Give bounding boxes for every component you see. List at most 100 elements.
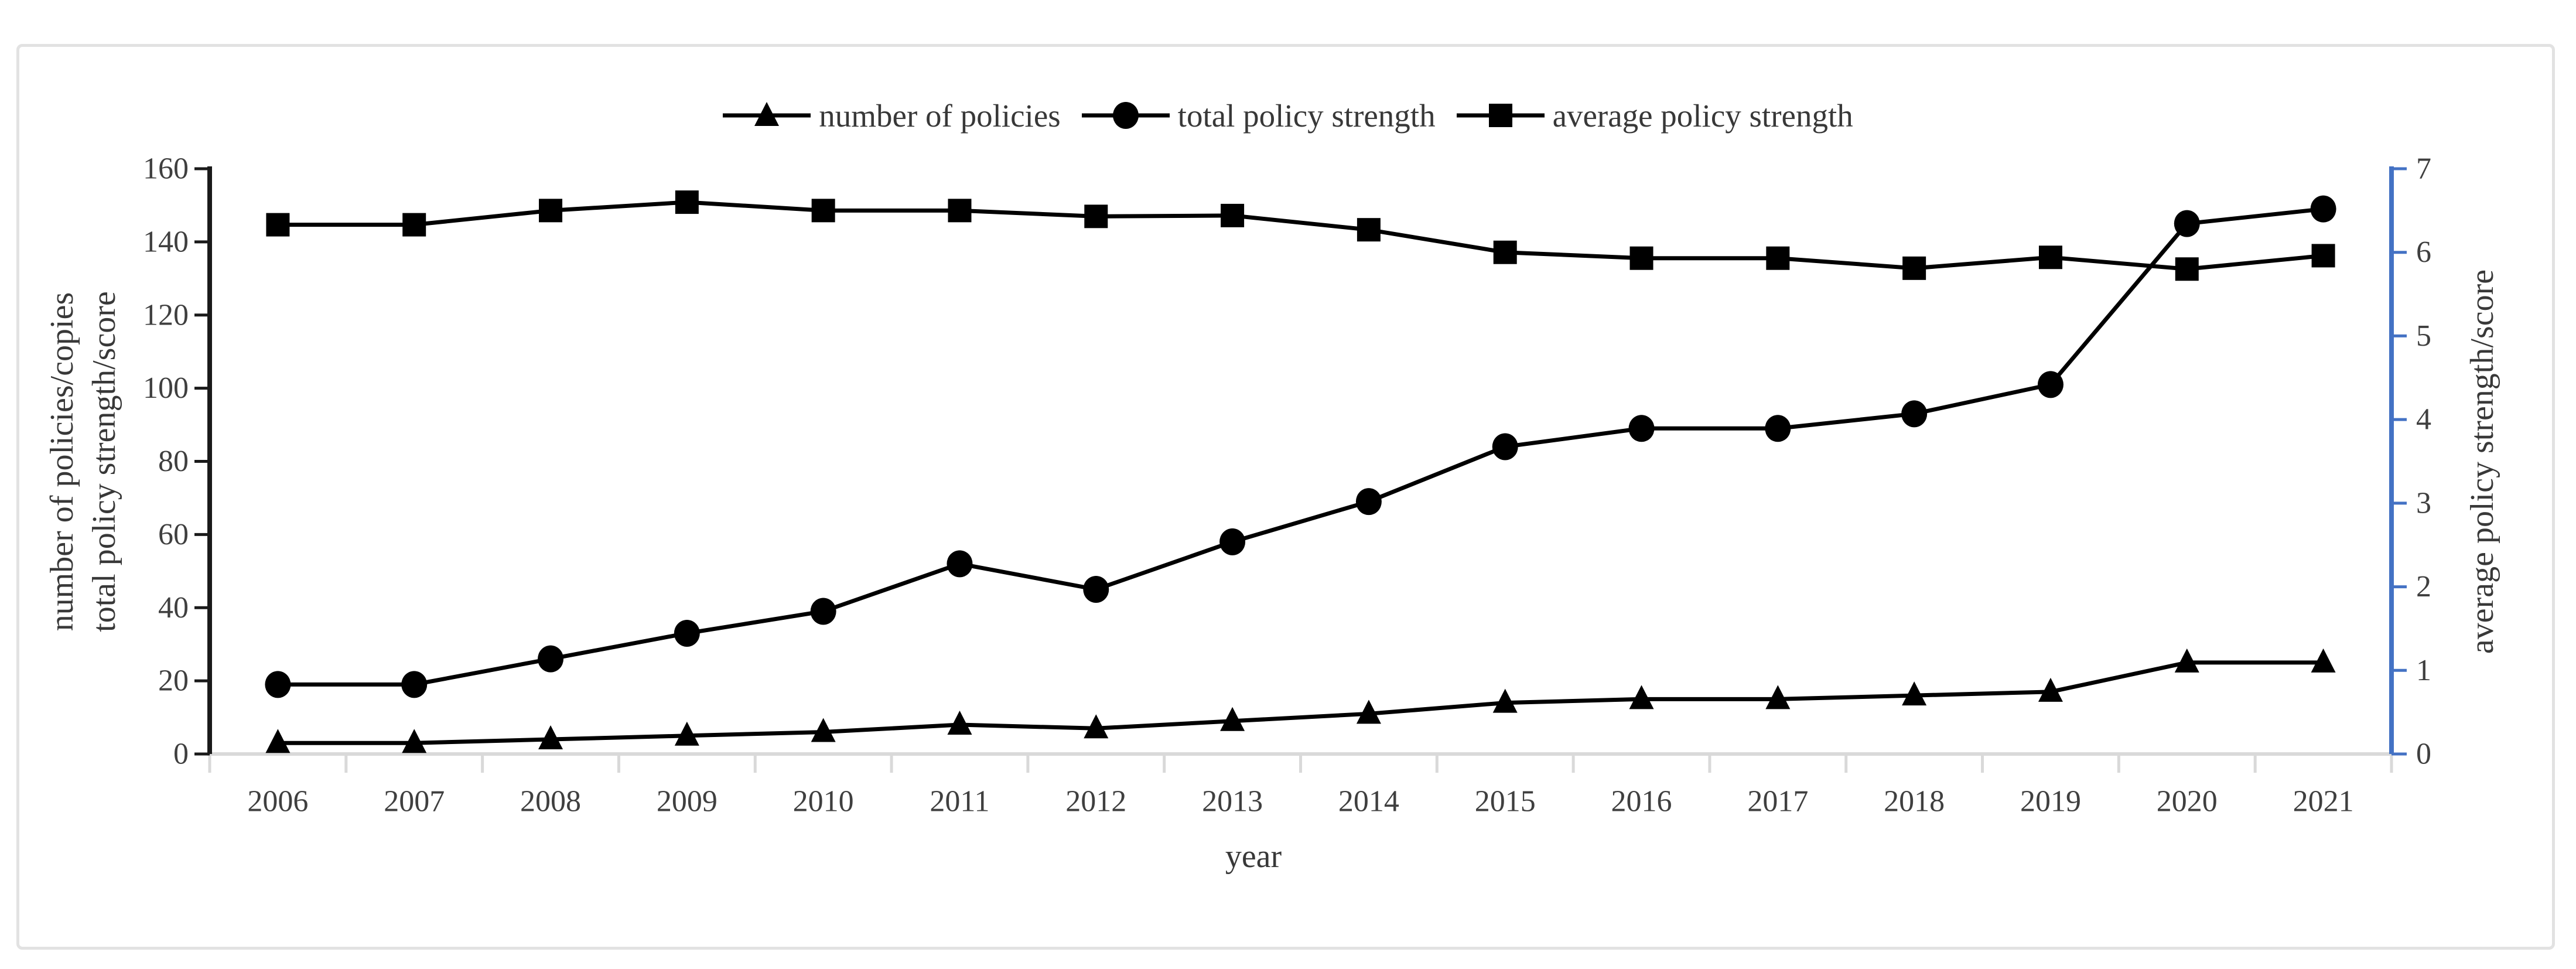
left-axis-tick-label: 60 — [158, 518, 189, 551]
square-marker — [1629, 246, 1653, 270]
triangle-marker — [265, 729, 291, 753]
square-marker-icon — [1456, 104, 1545, 127]
x-axis-year-label: 2016 — [1611, 785, 1672, 818]
triangle-marker — [674, 721, 699, 746]
circle-marker — [401, 671, 428, 698]
right-axis-tick-label: 7 — [2416, 152, 2431, 186]
circle-marker — [2310, 195, 2336, 223]
triangle-marker — [1356, 700, 1381, 724]
right-axis-tick-label: 2 — [2416, 570, 2431, 603]
square-marker — [402, 213, 426, 237]
right-axis-tick-label: 0 — [2416, 738, 2431, 771]
x-axis-year-label: 2010 — [793, 785, 854, 818]
right-axis-title: average policy strength/score — [2464, 269, 2500, 654]
triangle-marker — [1765, 685, 1791, 709]
circle-marker — [1083, 576, 1109, 603]
triangle-marker — [538, 725, 563, 750]
right-axis-tick-label: 4 — [2416, 403, 2431, 436]
x-axis-year-label: 2018 — [1884, 785, 1945, 818]
circle-marker — [1492, 433, 1518, 460]
series-line-square — [278, 200, 2324, 271]
square-marker — [1084, 204, 1108, 228]
circle-marker — [1219, 528, 1246, 555]
legend-label: average policy strength — [1552, 97, 1853, 134]
triangle-marker — [947, 711, 972, 735]
legend-label: total policy strength — [1177, 97, 1436, 134]
triangle-marker — [1220, 707, 1245, 731]
left-axis-tick-label: 40 — [158, 591, 189, 625]
legend-item-average-policy-strength: average policy strength — [1456, 95, 1853, 136]
square-marker — [2038, 245, 2062, 269]
square-marker — [1357, 218, 1381, 242]
left-axis-tick-label: 100 — [143, 371, 189, 405]
x-axis-year-label: 2009 — [657, 785, 718, 818]
x-axis-year-label: 2019 — [2020, 785, 2081, 818]
left-axis-title-line2: total policy strength/score — [86, 291, 122, 632]
square-marker — [811, 199, 835, 223]
triangle-marker-icon — [723, 102, 811, 126]
triangle-marker — [2038, 677, 2063, 702]
triangle-marker — [2174, 648, 2199, 673]
square-marker — [539, 199, 563, 223]
x-axis-year-label: 2015 — [1475, 785, 1536, 818]
circle-marker-icon — [1081, 102, 1170, 129]
left-axis-tick-label: 140 — [143, 225, 189, 258]
circle-marker — [947, 550, 973, 578]
left-axis-tick-label: 80 — [158, 445, 189, 478]
left-axis-tick-label: 0 — [173, 738, 189, 771]
triangle-marker — [811, 718, 836, 742]
circle-marker — [1628, 415, 1655, 442]
circle-marker — [674, 619, 700, 647]
circle-marker — [538, 645, 564, 673]
x-axis-year-label: 2020 — [2157, 785, 2218, 818]
triangle-marker — [402, 729, 427, 753]
legend-label: number of policies — [819, 97, 1061, 134]
triangle-marker — [1492, 688, 1518, 713]
square-marker — [2175, 257, 2199, 281]
right-axis-tick-label: 6 — [2416, 236, 2431, 269]
square-marker — [1221, 203, 1245, 227]
x-axis-year-label: 2007 — [384, 785, 445, 818]
left-axis-title-line1: number of policies/copies — [44, 292, 80, 632]
right-axis-tick-label: 1 — [2416, 654, 2431, 687]
x-axis-year-label: 2013 — [1202, 785, 1263, 818]
right-axis-tick-label: 3 — [2416, 486, 2431, 520]
left-axis-tick-label: 160 — [143, 152, 189, 186]
circle-marker — [1355, 488, 1382, 516]
circle-marker — [2037, 371, 2063, 398]
triangle-marker — [1629, 685, 1654, 709]
x-axis-year-label: 2011 — [930, 785, 989, 818]
circle-marker — [1901, 400, 1928, 428]
left-axis-title: number of policies/copies total policy s… — [41, 291, 125, 632]
x-axis-year-label: 2021 — [2293, 785, 2354, 818]
square-marker — [675, 190, 699, 214]
x-axis-year-label: 2012 — [1065, 785, 1126, 818]
legend-item-number-of-policies: number of policies — [723, 95, 1061, 136]
left-axis-tick-label: 20 — [158, 664, 189, 698]
circle-marker — [1765, 415, 1791, 442]
square-marker — [948, 199, 972, 223]
chart-legend: number of policies total policy strength… — [0, 95, 2576, 136]
x-axis-year-label: 2006 — [247, 785, 308, 818]
square-marker — [1493, 240, 1517, 264]
figure-border — [16, 44, 2555, 950]
triangle-marker — [1084, 714, 1109, 739]
x-axis-year-label: 2008 — [520, 785, 581, 818]
legend-item-total-policy-strength: total policy strength — [1081, 95, 1436, 136]
left-axis-tick-label: 120 — [143, 298, 189, 332]
square-marker — [2311, 244, 2335, 268]
right-axis-tick-label: 5 — [2416, 319, 2431, 353]
x-axis-year-label: 2014 — [1338, 785, 1399, 818]
x-axis-title: year — [1225, 838, 1282, 875]
triangle-marker — [2311, 648, 2336, 673]
series-line-circle — [278, 207, 2324, 687]
x-axis-year-label: 2017 — [1747, 785, 1808, 818]
square-marker — [1766, 246, 1790, 270]
circle-marker — [265, 671, 291, 698]
square-marker — [266, 213, 290, 237]
circle-marker — [2174, 210, 2200, 237]
series-line-triangle — [278, 660, 2324, 745]
square-marker — [1902, 256, 1926, 280]
